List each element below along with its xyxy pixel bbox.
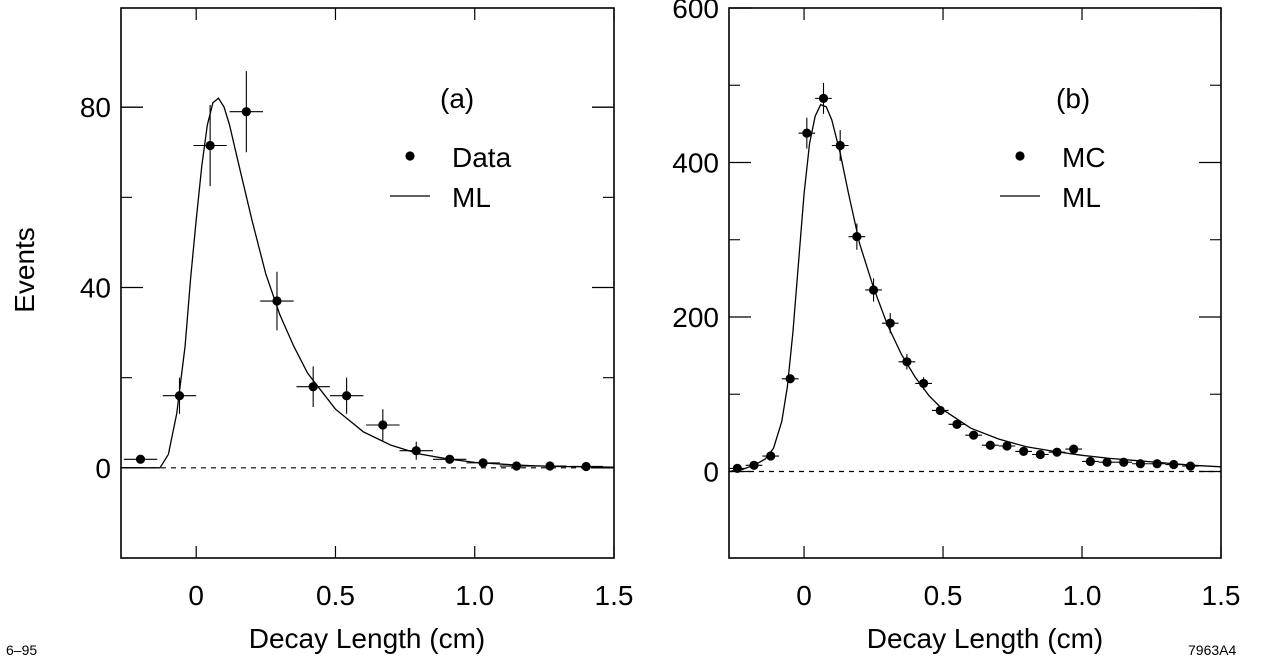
y-tick-label: 40	[80, 273, 111, 304]
x-tick-label: 1.0	[455, 580, 494, 611]
data-point	[1085, 456, 1095, 467]
data-point	[749, 460, 759, 470]
y-tick-label: 80	[80, 92, 111, 123]
x-tick-label: 1.5	[595, 580, 634, 611]
data-point	[545, 461, 555, 471]
data-point	[205, 140, 215, 151]
x-tick-label: 1.5	[1202, 580, 1241, 611]
data-point	[918, 378, 929, 389]
data-point	[1052, 447, 1062, 457]
fit-curve-ml	[121, 97, 615, 469]
data-point	[378, 420, 388, 430]
data-point	[272, 296, 282, 306]
data-point	[1035, 449, 1045, 460]
y-axis-label: Events	[9, 227, 40, 313]
data-point	[835, 140, 845, 151]
data-point	[411, 446, 421, 456]
panel-label: (b)	[1056, 83, 1090, 114]
x-tick-label: 0.5	[924, 580, 963, 611]
data-point	[511, 461, 522, 471]
data-point	[935, 405, 945, 416]
data-point	[174, 391, 185, 401]
data-point	[1185, 461, 1196, 471]
data-point	[135, 454, 146, 464]
data-point	[802, 128, 812, 138]
legend-label: ML	[1062, 182, 1101, 213]
fit-curve-ml	[728, 103, 1222, 473]
data-point	[1102, 457, 1112, 467]
data-point	[902, 357, 912, 367]
data-point	[732, 463, 742, 473]
data-point	[1069, 444, 1079, 454]
plot-frame	[120, 7, 615, 559]
legend-marker-dot	[1015, 151, 1025, 161]
data-point	[852, 232, 862, 242]
legend-marker-dot	[405, 151, 415, 161]
data-point	[581, 461, 591, 472]
data-point	[969, 430, 979, 440]
data-point	[241, 107, 251, 117]
y-tick-label: 400	[672, 147, 719, 178]
data-point	[766, 451, 776, 461]
data-point	[445, 454, 455, 464]
x-tick-label: 0.5	[316, 580, 355, 611]
y-tick-label: 200	[672, 302, 719, 333]
x-tick-label: 1.0	[1063, 580, 1102, 611]
panel-a: 0 40 80 0 0.5 1.0 1.5 Decay Length (cm) Events (a…	[9, 7, 634, 654]
data-point	[785, 374, 795, 384]
data-point	[1135, 459, 1145, 469]
data-point	[342, 391, 352, 401]
legend-label: Data	[452, 142, 512, 173]
x-tick-label: 0	[188, 580, 204, 611]
plot-frame	[728, 7, 1222, 559]
data-point	[1169, 459, 1179, 470]
figure-id-note: 7963A4	[1188, 642, 1237, 658]
data-point	[985, 440, 995, 450]
panel-label: (a)	[440, 83, 474, 114]
data-point	[1152, 459, 1162, 469]
data-point	[885, 318, 895, 328]
data-point	[478, 458, 488, 468]
x-axis-label: Decay Length (cm)	[249, 623, 486, 654]
data-point	[308, 382, 318, 392]
x-axis-label: Decay Length (cm)	[867, 623, 1104, 654]
y-tick-label: 0	[95, 453, 111, 484]
data-point	[1119, 457, 1129, 467]
legend-label: ML	[452, 182, 491, 213]
y-tick-label: 0	[703, 456, 719, 487]
data-point	[868, 285, 879, 295]
figure-date-note: 6–95	[6, 642, 38, 658]
data-point	[818, 93, 829, 103]
x-tick-label: 0	[796, 580, 812, 611]
data-point	[1002, 441, 1012, 451]
data-point	[1019, 446, 1029, 456]
data-point	[952, 419, 962, 429]
panel-b: 0 200 400 600 0 0.5 1.0 1.5 Decay Length (cm) (b)…	[672, 0, 1240, 654]
legend-label: MC	[1062, 142, 1106, 173]
y-tick-label: 600	[672, 0, 719, 24]
